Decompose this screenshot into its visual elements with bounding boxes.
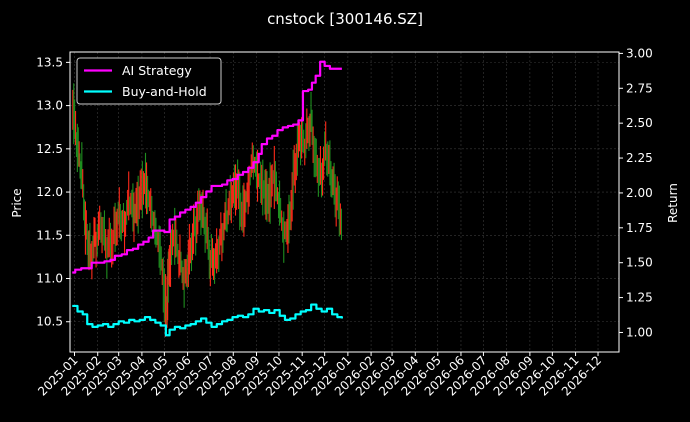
y-tick-label: 13.5 bbox=[36, 55, 63, 69]
y2-tick-label: 3.00 bbox=[626, 46, 653, 60]
y-axis-right: 1.00 1.25 1.50 1.75 2.00 2.25 2.50 2.75 3.00 bbox=[619, 46, 653, 339]
y2-tick-label: 2.50 bbox=[626, 116, 653, 130]
y-tick-label: 12.0 bbox=[36, 185, 63, 199]
y-tick-label: 11.0 bbox=[36, 272, 63, 286]
legend-box bbox=[76, 57, 222, 105]
legend-label-ai-strategy: AI Strategy bbox=[122, 63, 192, 78]
y2-tick-label: 1.00 bbox=[626, 325, 653, 339]
legend: AI Strategy Buy-and-Hold bbox=[76, 57, 222, 105]
y-axis-label: Price bbox=[10, 188, 24, 217]
series-line-buy-and-hold bbox=[72, 303, 343, 337]
y-tick-label: 12.5 bbox=[36, 142, 63, 156]
y2-axis-label: Return bbox=[666, 183, 680, 223]
y-tick-label: 13.0 bbox=[36, 99, 63, 113]
y-axis-left: 10.5 11.0 11.5 12.0 12.5 13.0 13.5 bbox=[36, 55, 70, 329]
y2-tick-label: 2.75 bbox=[626, 81, 653, 95]
y2-tick-label: 1.50 bbox=[626, 256, 653, 270]
y-tick-label: 11.5 bbox=[36, 228, 63, 242]
y2-tick-label: 1.25 bbox=[626, 291, 653, 305]
y2-tick-label: 1.75 bbox=[626, 221, 653, 235]
y2-tick-label: 2.00 bbox=[626, 186, 653, 200]
legend-label-buy-and-hold: Buy-and-Hold bbox=[122, 84, 207, 99]
y2-tick-label: 2.25 bbox=[626, 151, 653, 165]
chart-title: cnstock [300146.SZ] bbox=[267, 10, 423, 28]
y-tick-label: 10.5 bbox=[36, 315, 63, 329]
series-line-ai-strategy bbox=[72, 60, 342, 274]
series-lines bbox=[72, 60, 343, 337]
plot-frame bbox=[69, 51, 620, 353]
